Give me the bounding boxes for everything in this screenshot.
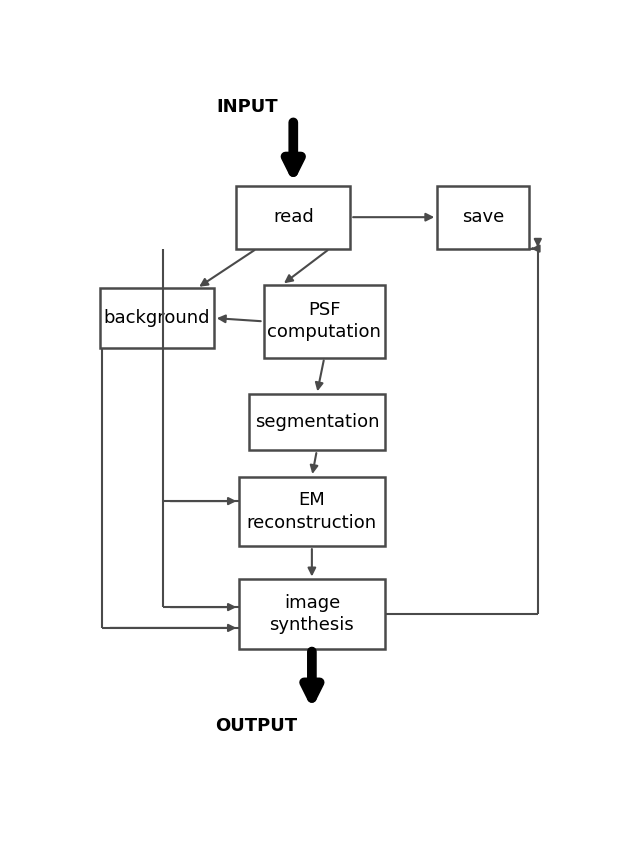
Bar xyxy=(239,477,385,546)
Bar xyxy=(239,579,385,649)
Bar xyxy=(236,186,350,248)
Bar xyxy=(100,289,214,348)
Text: INPUT: INPUT xyxy=(217,98,278,116)
Text: background: background xyxy=(104,309,210,327)
Text: image
synthesis: image synthesis xyxy=(269,594,355,634)
Text: segmentation: segmentation xyxy=(255,413,379,431)
Text: PSF
computation: PSF computation xyxy=(268,302,381,341)
Text: EM
reconstruction: EM reconstruction xyxy=(247,491,377,532)
Bar xyxy=(249,394,385,450)
Text: OUTPUT: OUTPUT xyxy=(215,717,297,735)
Bar xyxy=(264,285,385,357)
Text: read: read xyxy=(273,208,314,226)
Bar xyxy=(437,186,529,248)
Text: save: save xyxy=(462,208,504,226)
